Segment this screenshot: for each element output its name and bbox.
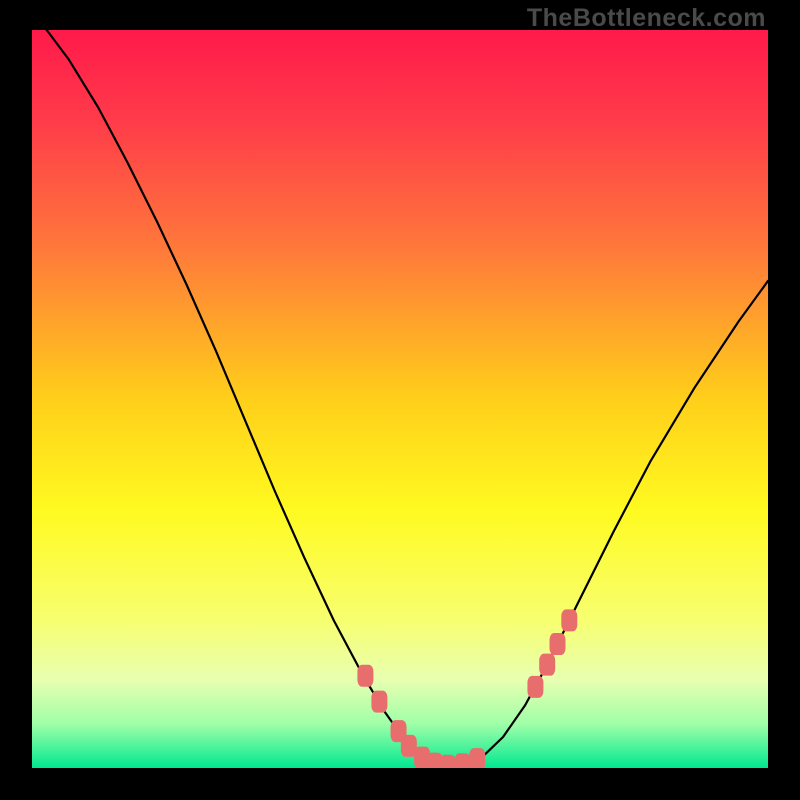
frame-bottom [0, 768, 800, 800]
curve-marker [561, 609, 577, 631]
watermark-text: TheBottleneck.com [527, 4, 766, 33]
frame-right [768, 0, 800, 800]
bottleneck-chart [32, 30, 768, 768]
curve-marker [371, 691, 387, 713]
curve-marker [469, 748, 485, 768]
curve-marker [550, 633, 566, 655]
curve-marker [357, 665, 373, 687]
curve-marker [440, 755, 456, 768]
curve-marker [455, 753, 471, 768]
chart-background [32, 30, 768, 768]
curve-marker [527, 676, 543, 698]
frame-left [0, 0, 32, 800]
curve-marker [539, 654, 555, 676]
